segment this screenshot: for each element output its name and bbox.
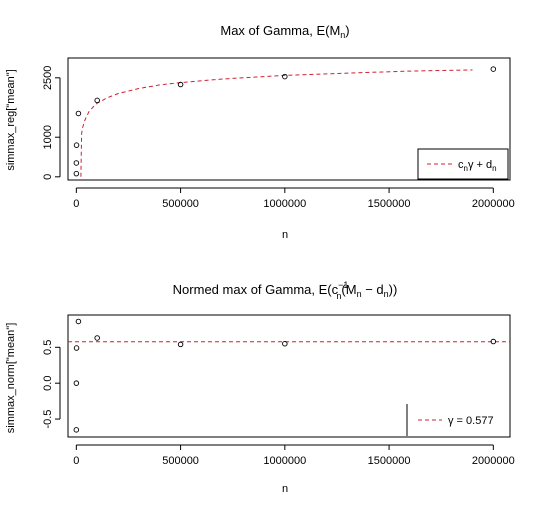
plot-bottom-y-tick-label: 0.0: [42, 376, 54, 391]
plot-top-data-point: [490, 66, 497, 72]
plot-top-y-tick-label: 2500: [42, 66, 54, 90]
plot-bottom-x-tick-label: 0: [73, 455, 79, 467]
plot-bottom-legend-label: γ = 0.577: [448, 415, 494, 427]
plot-bottom-data-point: [73, 380, 80, 386]
plot-top-data-point: [282, 73, 288, 80]
plot-bottom-data-point: [282, 340, 288, 347]
plot-top-y-tick-label: 1000: [42, 125, 54, 149]
plot-bottom-points: [73, 318, 497, 433]
plot-top-data-point: [75, 110, 82, 117]
plot-bottom-axes: 0 500000 1000000 1500000 2000000 -0.5 0.0 0.5: [42, 314, 515, 467]
plot-top-xlabel: n: [282, 229, 288, 241]
plot-bottom-data-point: [73, 345, 80, 351]
plot-bottom-legend: γ = 0.577: [406, 404, 508, 436]
plot-bottom-x-tick-label: 500000: [162, 455, 199, 467]
plot-top-title: Max of Gamma, E(Mn): [220, 23, 349, 40]
plot-top-data-point: [73, 170, 80, 177]
plot-bottom-x-tick-label: 1000000: [263, 455, 306, 467]
plot-top-x-tick-label: 1000000: [263, 198, 306, 210]
plot-bottom-data-point: [177, 341, 184, 348]
plot-top-legend-box: [417, 148, 509, 180]
plot-top-data-point: [177, 81, 184, 88]
plot-top-curve: [80, 69, 473, 177]
plot-bottom-title: Normed max of Gamma, E(c−1 n(Mn − dn)): [173, 280, 398, 301]
plot-top-data-point: [73, 142, 80, 148]
plot-top-plot-frame: [67, 57, 511, 181]
plot-bottom-legend-box: [407, 404, 508, 436]
plot-top-legend-label: cnγ + dn: [458, 159, 497, 173]
plot-bottom-data-point: [73, 427, 80, 433]
plot-top-legend: cnγ + dn: [417, 148, 509, 180]
plot-top-axes: 0 500000 1000000 1500000 2000000 0 1000 2500: [42, 57, 515, 210]
plot-bottom-plot-frame: [67, 314, 511, 438]
plot-top: Max of Gamma, E(Mn) n simmax_reg["mean"]…: [5, 23, 515, 241]
plot-bottom-x-tick-label: 1500000: [368, 455, 411, 467]
plot-top-data-point: [73, 160, 80, 166]
plot-bottom-x-tick-label: 2000000: [472, 455, 515, 467]
plot-top-ylabel: simmax_reg["mean"]: [5, 69, 17, 170]
plot-bottom-data-point: [490, 338, 497, 345]
plot-bottom: Normed max of Gamma, E(c−1 n(Mn − dn)) n …: [5, 280, 515, 495]
plot-bottom-xlabel: n: [282, 483, 288, 495]
plot-bottom-y-tick-label: 0.5: [42, 340, 54, 355]
plot-top-x-tick-label: 2000000: [472, 198, 515, 210]
plot-top-curve-line: [80, 69, 473, 177]
plot-top-x-tick-label: 500000: [162, 198, 199, 210]
plot-bottom-data-point: [94, 335, 100, 341]
plot-top-data-point: [94, 97, 100, 104]
plot-top-x-tick-label: 1500000: [368, 198, 411, 210]
plot-bottom-ylabel: simmax_norm["mean"]: [5, 323, 17, 434]
plot-top-x-tick-label: 0: [73, 198, 79, 210]
plot-bottom-y-tick-label: -0.5: [42, 410, 54, 429]
plot-top-points: [73, 66, 497, 177]
plot-bottom-data-point: [75, 318, 82, 325]
plot-top-y-tick-label: 0: [42, 174, 54, 180]
